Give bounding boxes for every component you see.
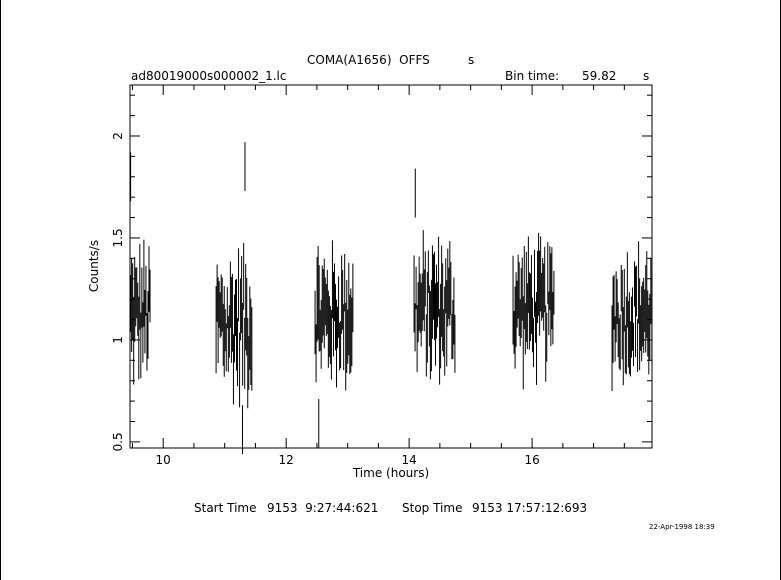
axis-ticks bbox=[130, 85, 652, 448]
x-tick-label: 12 bbox=[279, 453, 294, 467]
file-name: ad80019000s000002_1.lc bbox=[131, 69, 287, 83]
plot-frame bbox=[129, 84, 653, 449]
stop-time-value: 9153 17:57:12:693 bbox=[472, 501, 588, 515]
bin-time-value: 59.82 bbox=[582, 69, 617, 83]
x-tick-label: 16 bbox=[524, 453, 539, 467]
y-tick-label: 1.5 bbox=[111, 228, 125, 247]
start-time-value: 9153 9:27:44:621 bbox=[267, 501, 379, 515]
y-tick-label: 1 bbox=[111, 336, 125, 344]
bin-time-unit: s bbox=[643, 69, 650, 83]
instrument-label: s bbox=[468, 53, 475, 67]
stop-time-label: Stop Time bbox=[402, 501, 463, 515]
y-tick-label: 2 bbox=[111, 132, 125, 140]
bin-time-label: Bin time: bbox=[505, 69, 560, 83]
plot-timestamp: 22-Apr-1998 18:39 bbox=[649, 523, 715, 531]
light-curve-series bbox=[130, 142, 653, 455]
y-tick-label: 0.5 bbox=[111, 432, 125, 451]
plot-title: COMA(A1656) OFFS bbox=[307, 53, 430, 67]
x-tick-label: 14 bbox=[401, 453, 416, 467]
axis-tick-labels: 10 12 14 16 0.5 1 1.5 2 bbox=[111, 132, 540, 467]
y-axis-title: Counts/s bbox=[87, 240, 101, 292]
x-tick-label: 10 bbox=[156, 453, 171, 467]
window-left-border bbox=[0, 0, 1, 580]
start-time-label: Start Time bbox=[194, 501, 257, 515]
x-axis-title: Time (hours) bbox=[352, 466, 429, 480]
